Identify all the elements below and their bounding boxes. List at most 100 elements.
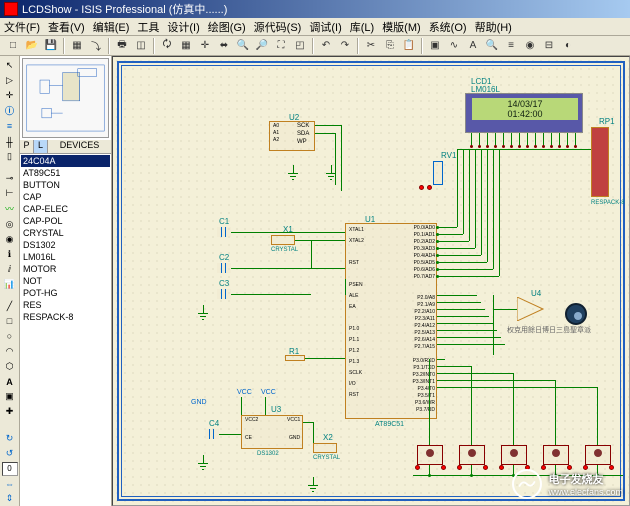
lt-graph-icon[interactable]: 〰 (2, 201, 18, 216)
lt-flipv-icon[interactable]: ⇕ (2, 492, 18, 506)
device-list-item[interactable]: CAP-ELEC (21, 203, 110, 215)
lt-rotccw-icon[interactable]: ↺ (2, 447, 18, 461)
tb-mark-icon[interactable]: ◫ (132, 38, 150, 54)
device-list-item[interactable]: MOTOR (21, 263, 110, 275)
menu-help[interactable]: 帮助(H) (475, 19, 512, 35)
tb-zoomarea-icon[interactable]: ◰ (291, 38, 309, 54)
device-list-item[interactable]: DS1302 (21, 239, 110, 251)
lt-label-icon[interactable]: ⓘ (2, 103, 18, 118)
tb-prop-icon[interactable]: ≡ (502, 38, 520, 54)
device-list-item[interactable]: RES (21, 299, 110, 311)
device-list-item[interactable]: CRYSTAL (21, 227, 110, 239)
u1-pin-left: ALE (349, 293, 358, 299)
lt-text-icon[interactable]: ≡ (2, 119, 18, 133)
tb-pan-icon[interactable]: ⬌ (215, 38, 233, 54)
lt-circle-icon[interactable]: ○ (2, 329, 18, 343)
x2-component[interactable] (313, 443, 337, 453)
device-list-item[interactable]: RESPACK-8 (21, 311, 110, 323)
motor-component[interactable] (565, 303, 587, 325)
device-list-item[interactable]: CAP-POL (21, 215, 110, 227)
c3-component[interactable] (217, 289, 231, 299)
lt-fliph-icon[interactable]: ⇔ (2, 477, 18, 491)
lt-probe-v-icon[interactable]: ℹ (2, 247, 18, 261)
lt-marker-icon[interactable]: ✚ (2, 405, 18, 419)
menu-system[interactable]: 系统(O) (429, 19, 467, 35)
rp1-component[interactable] (591, 127, 609, 197)
device-list-item[interactable]: LM016L (21, 251, 110, 263)
tb-search-icon[interactable]: 🔍 (483, 38, 501, 54)
lt-angle-input[interactable]: 0 (2, 462, 18, 476)
menu-view[interactable]: 查看(V) (48, 19, 85, 35)
c1-component[interactable] (217, 227, 231, 237)
lt-bus-icon[interactable]: ╫ (2, 135, 18, 149)
x1-component[interactable] (271, 235, 295, 245)
device-list-item[interactable]: CAP (21, 191, 110, 203)
menu-lib[interactable]: 库(L) (350, 19, 374, 35)
u4-component[interactable] (517, 297, 547, 324)
device-list-item[interactable]: POT-HG (21, 287, 110, 299)
lt-instrument-icon[interactable]: 📊 (2, 278, 18, 292)
r1-component[interactable] (285, 355, 305, 361)
tb-zoomin-icon[interactable]: 🔍 (234, 38, 252, 54)
tb-redo-icon[interactable]: ↷ (336, 38, 354, 54)
tb-origin-icon[interactable]: ✛ (196, 38, 214, 54)
device-list-item[interactable]: BUTTON (21, 179, 110, 191)
device-list-item[interactable]: AT89C51 (21, 167, 110, 179)
tb-block-icon[interactable]: ▣ (426, 38, 444, 54)
tb-new-icon[interactable]: □ (4, 38, 22, 54)
menu-file[interactable]: 文件(F) (4, 19, 40, 35)
tb-region-icon[interactable]: ▦ (68, 38, 86, 54)
lt-path-icon[interactable]: ⬡ (2, 360, 18, 374)
tb-paste-icon[interactable]: 📋 (400, 38, 418, 54)
tb-print-icon[interactable]: 🖶 (113, 38, 131, 54)
tb-copy-icon[interactable]: ⎘ (381, 38, 399, 54)
tb-undo-icon[interactable]: ↶ (317, 38, 335, 54)
lt-component-icon[interactable]: ▷ (2, 73, 18, 87)
lt-junction-icon[interactable]: ✛ (2, 88, 18, 102)
lt-tape-icon[interactable]: ◎ (2, 217, 18, 231)
tb-decomp-icon[interactable]: ⊟ (540, 38, 558, 54)
menu-design[interactable]: 设计(I) (167, 19, 199, 35)
menu-debug[interactable]: 调试(I) (309, 19, 341, 35)
menu-plot[interactable]: 绘图(G) (208, 19, 246, 35)
rv1-component[interactable] (433, 161, 443, 185)
lt-probe-i-icon[interactable]: ⅈ (2, 263, 18, 277)
tb-save-icon[interactable]: 💾 (42, 38, 60, 54)
lt-symbol-icon[interactable]: ▣ (2, 390, 18, 404)
lt-line-icon[interactable]: ╱ (2, 299, 18, 313)
lt-textbox-icon[interactable]: A (2, 375, 18, 389)
menu-edit[interactable]: 编辑(E) (93, 19, 130, 35)
u1-pin-left: I/O (349, 381, 356, 387)
menu-tools[interactable]: 工具 (137, 19, 159, 35)
tb-open-icon[interactable]: 📂 (23, 38, 41, 54)
tb-zoomall-icon[interactable]: ⛶ (272, 38, 290, 54)
lt-subcircuit-icon[interactable]: ▯ (2, 150, 18, 164)
tb-zoomout-icon[interactable]: 🔎 (253, 38, 271, 54)
lt-pin-icon[interactable]: ⊢ (2, 186, 18, 200)
lt-box-icon[interactable]: □ (2, 314, 18, 328)
tb-text-icon[interactable]: A (464, 38, 482, 54)
lt-rotcw-icon[interactable]: ↻ (2, 431, 18, 445)
device-list-item[interactable]: 24C04A (21, 155, 110, 167)
device-list[interactable]: 24C04AAT89C51BUTTONCAPCAP-ELECCAP-POLCRY… (20, 154, 111, 506)
tb-wire-icon[interactable]: ∿ (445, 38, 463, 54)
header-l[interactable]: L (34, 140, 48, 153)
tb-pkg-icon[interactable]: ◉ (521, 38, 539, 54)
lt-pointer-icon[interactable]: ↖ (2, 58, 18, 72)
header-p[interactable]: P (20, 140, 34, 153)
tb-refresh-icon[interactable]: 🗘 (158, 38, 176, 54)
tb-cut-icon[interactable]: ✂ (362, 38, 380, 54)
tb-import-icon[interactable]: ⤵ (87, 38, 105, 54)
lt-arc-icon[interactable]: ◠ (2, 344, 18, 358)
c4-component[interactable] (205, 429, 219, 439)
lcd-component[interactable]: 14/03/17 01:42:00 (465, 93, 583, 133)
menu-source[interactable]: 源代码(S) (254, 19, 302, 35)
c2-component[interactable] (217, 263, 231, 273)
lt-terminal-icon[interactable]: ⊸ (2, 171, 18, 185)
menu-template[interactable]: 模版(M) (382, 19, 421, 35)
tb-toggle-icon[interactable]: ◐ (559, 38, 577, 54)
schematic-canvas[interactable]: LCD1 LM016L 14/03/17 01:42:00 RP1 RESPAC… (112, 56, 630, 506)
lt-generator-icon[interactable]: ◉ (2, 232, 18, 246)
device-list-item[interactable]: NOT (21, 275, 110, 287)
tb-grid-icon[interactable]: ▦ (177, 38, 195, 54)
